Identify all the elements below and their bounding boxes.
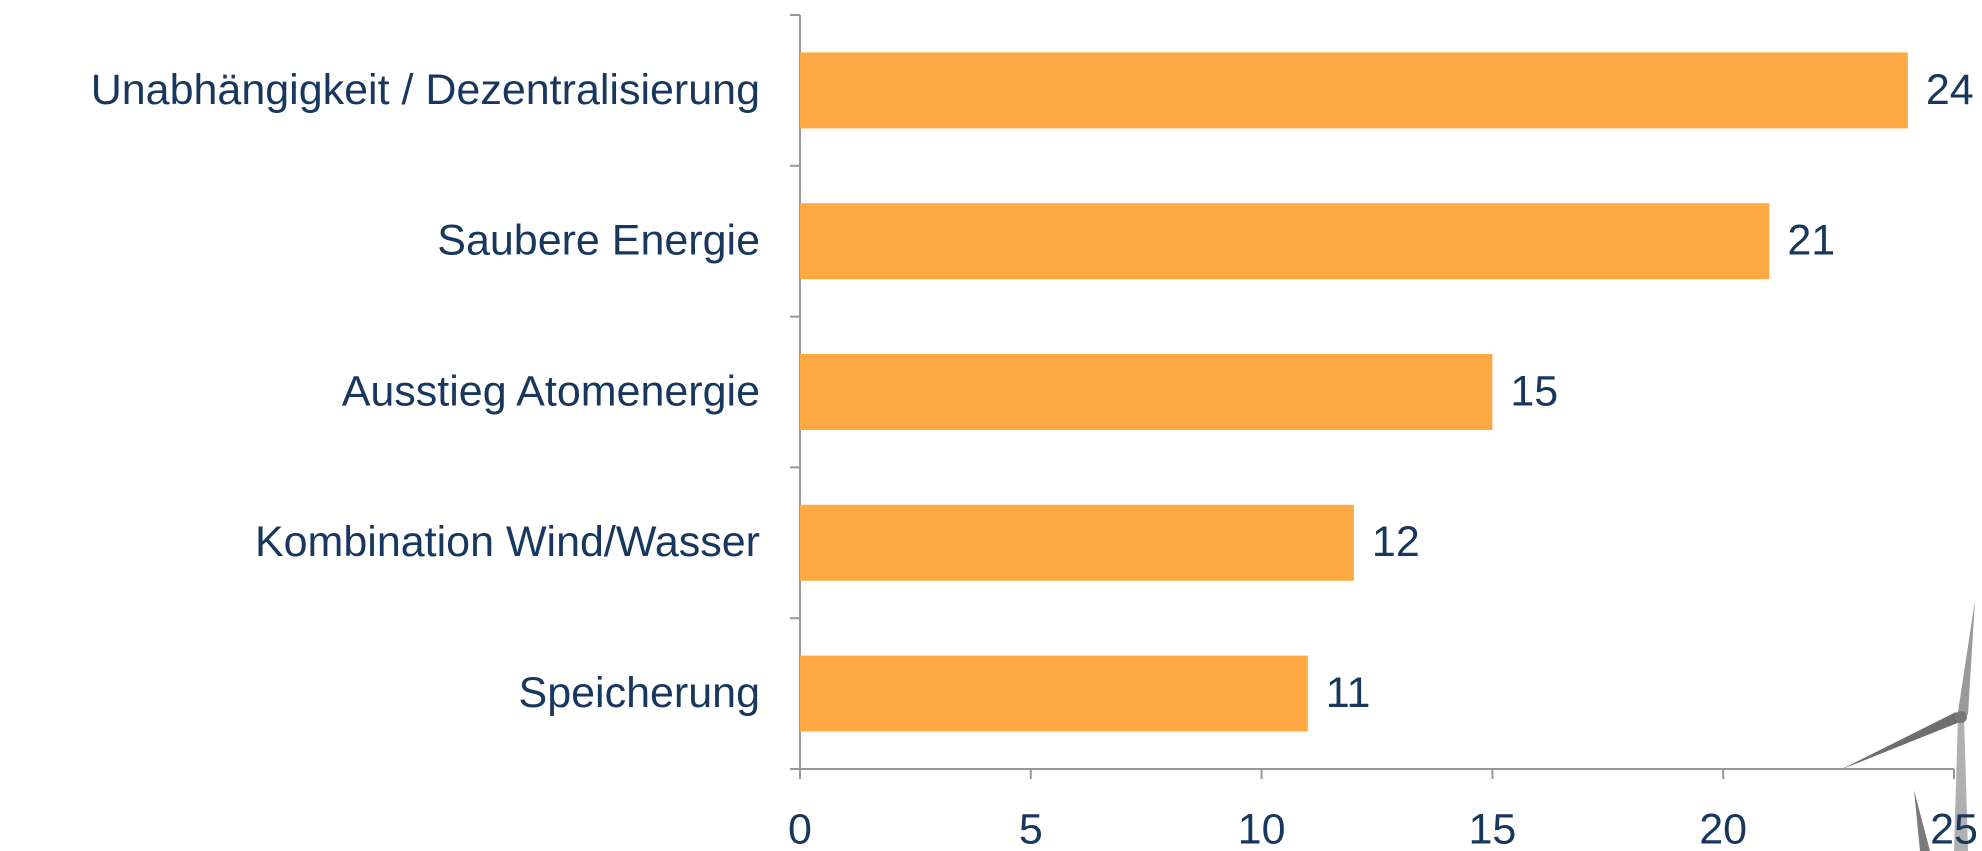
- x-tick-label: 25: [1930, 805, 1978, 851]
- value-label: 12: [1372, 518, 1420, 566]
- bar: [800, 354, 1492, 430]
- value-label: 24: [1926, 66, 1974, 114]
- chart: 0 5 10 15 20 25 Unabhängigkeit / Dezentralisie…: [0, 0, 1982, 851]
- value-label: 15: [1510, 367, 1558, 415]
- y-tick-label: Kombination Wind/Wasser: [255, 518, 760, 566]
- bar: [800, 656, 1308, 732]
- x-tick-label: 10: [1238, 805, 1286, 851]
- x-tick-label: 15: [1468, 805, 1516, 851]
- y-tick-label: Saubere Energie: [437, 217, 760, 265]
- value-label: 11: [1326, 669, 1371, 717]
- bar: [800, 52, 1908, 128]
- y-tick-label: Unabhängigkeit / Dezentralisierung: [91, 66, 760, 114]
- x-tick-label: 0: [788, 805, 812, 851]
- x-tick-label: 5: [1019, 805, 1043, 851]
- bar: [800, 505, 1354, 581]
- y-tick-label: Ausstieg Atomenergie: [342, 367, 760, 415]
- y-tick-label: Speicherung: [519, 669, 760, 717]
- page: 0 5 10 15 20 25 Unabhängigkeit / Dezentralisie…: [0, 0, 1982, 851]
- bar: [800, 203, 1769, 279]
- x-tick-label: 20: [1699, 805, 1747, 851]
- value-label: 21: [1787, 217, 1835, 265]
